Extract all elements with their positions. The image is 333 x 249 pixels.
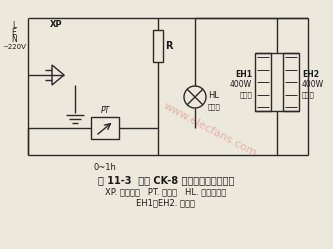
Text: www.elecfans.com: www.elecfans.com (162, 101, 258, 159)
Text: 0~1h: 0~1h (94, 163, 117, 172)
Text: EH1: EH1 (235, 69, 252, 78)
Text: XP. 电源插头   PT. 定时器   HL. 电源指示灯: XP. 电源插头 PT. 定时器 HL. 电源指示灯 (105, 187, 227, 196)
Text: E: E (12, 28, 16, 37)
Bar (153, 30, 163, 62)
Text: ~220V: ~220V (2, 44, 26, 50)
Text: （上）: （上） (239, 92, 252, 98)
Bar (255, 53, 271, 111)
Bar (91, 117, 119, 139)
Text: 400W: 400W (230, 79, 252, 88)
Text: EH1、EH2. 发热器: EH1、EH2. 发热器 (137, 198, 195, 207)
Text: XP: XP (50, 20, 62, 29)
Text: R: R (165, 41, 172, 51)
Text: HL: HL (208, 90, 219, 100)
Bar (283, 53, 299, 111)
Text: 图 11-3  长帝 CK-8 型定时电烤箱电路图: 图 11-3 长帝 CK-8 型定时电烤箱电路图 (98, 175, 234, 185)
Text: （红）: （红） (208, 103, 221, 110)
Text: 400W: 400W (302, 79, 324, 88)
Text: （下）: （下） (302, 92, 315, 98)
Text: EH2: EH2 (302, 69, 319, 78)
Text: PT: PT (100, 106, 110, 115)
Text: N: N (11, 35, 17, 44)
Text: L: L (12, 21, 16, 30)
